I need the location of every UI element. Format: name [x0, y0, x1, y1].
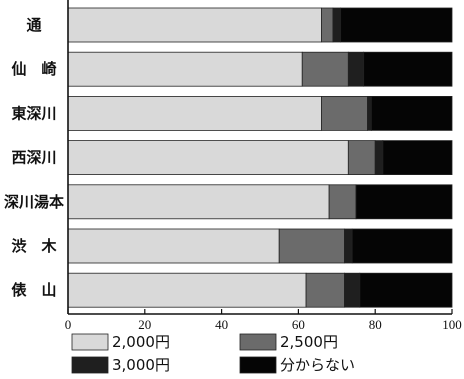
- bar-segment: [67, 96, 322, 131]
- bar-segment: [374, 140, 384, 176]
- bar-segment: [67, 51, 303, 87]
- category-label: 西深川: [11, 149, 56, 167]
- legend-swatch: [71, 356, 109, 374]
- category-label: 通: [26, 16, 41, 34]
- legend-swatch: [239, 356, 277, 374]
- bar-segment: [278, 228, 345, 264]
- x-tick-label: 40: [215, 317, 228, 332]
- bar-segment: [305, 272, 345, 308]
- legend-label: 分からない: [280, 356, 355, 374]
- bar-segment: [321, 96, 368, 131]
- x-tick-label: 80: [369, 317, 382, 332]
- bar-segment: [355, 184, 453, 220]
- bar-segment: [328, 184, 357, 220]
- legend-label: 2,000円: [112, 333, 170, 351]
- bar-segment: [67, 7, 322, 43]
- x-tick-label: 60: [292, 317, 305, 332]
- bar-segment: [344, 272, 361, 308]
- category-label: 東深川: [11, 104, 56, 122]
- bar-segment: [340, 7, 453, 43]
- x-tick-label: 20: [138, 317, 151, 332]
- x-tick-label: 100: [442, 317, 462, 332]
- legend-label: 2,500円: [280, 333, 338, 351]
- bar-segment: [321, 7, 334, 43]
- bar-segment: [370, 96, 453, 131]
- bar-segment: [344, 228, 353, 264]
- bar-segment: [367, 96, 372, 131]
- bar-segment: [67, 272, 307, 308]
- legend-swatch: [71, 333, 109, 351]
- x-tick-label: 0: [65, 317, 72, 332]
- category-label: 俵 山: [10, 281, 56, 299]
- bar-segment: [67, 140, 349, 176]
- bar-segment: [301, 51, 349, 87]
- bar-segment: [382, 140, 453, 176]
- bar-segment: [332, 7, 342, 43]
- legend-swatch: [239, 333, 277, 351]
- bar-segment: [67, 184, 330, 220]
- legend: 2,000円 2,500円 3,000円 分からない: [71, 333, 355, 374]
- bar-segment: [359, 272, 453, 308]
- category-label: 渋 木: [11, 237, 57, 255]
- x-axis: 0 20 40 60 80 100: [65, 0, 462, 332]
- category-label: 深川湯本: [4, 193, 64, 211]
- category-label: 仙 崎: [11, 60, 56, 78]
- legend-label: 3,000円: [112, 356, 170, 374]
- bar-segment: [351, 228, 453, 264]
- bar-segment: [67, 228, 280, 264]
- bar-segment: [347, 140, 376, 176]
- bar-segment: [347, 51, 365, 87]
- bar-segment: [363, 51, 453, 87]
- plot-area: [67, 7, 453, 308]
